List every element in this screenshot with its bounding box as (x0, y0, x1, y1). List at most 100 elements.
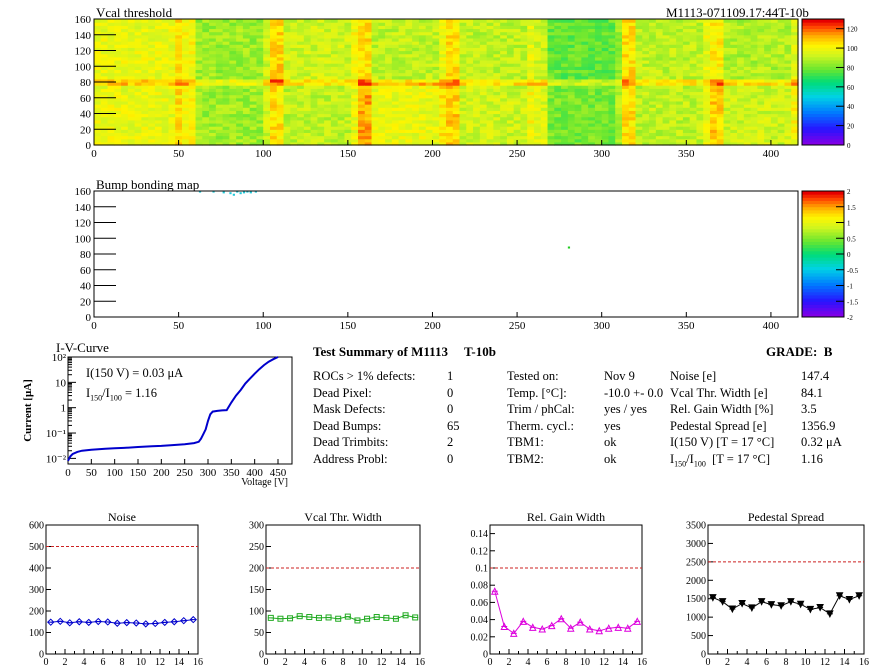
heatmap-cell (242, 31, 251, 36)
heatmap-cell (628, 91, 637, 96)
heatmap-cell (520, 97, 528, 102)
heatmap-cell (134, 104, 142, 108)
heatmap-cell (710, 66, 718, 70)
heatmap-cell (351, 129, 359, 133)
heatmap-cell (175, 82, 183, 86)
heatmap-cell (534, 110, 542, 115)
heatmap-cell (743, 126, 752, 130)
heatmap-cell (236, 138, 244, 143)
heatmap-cell (330, 28, 339, 33)
data-point (383, 614, 390, 621)
heatmap-cell (527, 34, 535, 39)
heatmap-cell (682, 78, 691, 83)
heatmap-cell (452, 66, 461, 70)
heatmap-cell (114, 34, 122, 39)
heatmap-cell (622, 63, 630, 67)
heatmap-cell (358, 88, 366, 93)
heatmap-cell (493, 126, 501, 130)
heatmap-cell (283, 69, 291, 74)
summary-value: ok (604, 451, 617, 466)
heatmap-cell (561, 97, 569, 102)
heatmap-cell (750, 44, 758, 48)
heatmap-cell (276, 132, 285, 137)
heatmap-cell (682, 56, 691, 61)
heatmap-cell (330, 94, 339, 99)
heatmap-cell (270, 59, 278, 64)
heatmap-cell (236, 135, 244, 140)
heatmap-cell (547, 69, 555, 74)
heatmap-cell (290, 116, 298, 121)
heatmap-cell (378, 141, 386, 146)
heatmap-cell (242, 113, 251, 118)
heatmap-cell (405, 37, 413, 42)
heatmap-cell (270, 97, 278, 102)
heatmap-cell (344, 91, 352, 96)
heatmap-cell (337, 126, 346, 130)
heatmap-cell (303, 63, 312, 67)
data-point (402, 612, 409, 619)
heatmap-cell (297, 44, 305, 48)
heatmap-cell (358, 85, 366, 89)
heatmap-cell (547, 47, 555, 52)
heatmap-cell (682, 28, 691, 33)
heatmap-cell (716, 113, 725, 118)
heatmap-cell (270, 82, 278, 86)
heatmap-cell (791, 129, 799, 133)
heatmap-cell (723, 50, 731, 55)
heatmap-cell (364, 82, 373, 86)
heatmap-cell (94, 69, 102, 74)
heatmap-cell (344, 47, 352, 52)
heatmap-cell (317, 141, 325, 146)
heatmap-cell (777, 44, 786, 48)
heatmap-cell (270, 37, 278, 42)
heatmap-cell (743, 59, 752, 64)
heatmap-cell (330, 91, 339, 96)
heatmap-cell (716, 97, 725, 102)
heatmap-cell (330, 129, 339, 133)
heatmap-cell (743, 44, 752, 48)
heatmap-cell (290, 19, 298, 23)
heatmap-cell (141, 34, 149, 39)
heatmap-cell (94, 56, 102, 61)
heatmap-cell (344, 135, 352, 140)
heatmap-cell (791, 122, 799, 127)
heatmap-cell (182, 34, 190, 39)
heatmap-cell (513, 78, 522, 83)
heatmap-cell (622, 141, 630, 146)
heatmap-cell (94, 41, 102, 45)
heatmap-cell (276, 135, 285, 140)
heatmap-cell (114, 69, 122, 74)
colorbar-cell (802, 307, 844, 312)
heatmap-cell (669, 63, 677, 67)
heatmap-cell (297, 107, 305, 111)
heatmap-cell (764, 25, 772, 30)
heatmap-cell (215, 138, 224, 143)
heatmap-cell (534, 78, 542, 83)
heatmap-cell (459, 25, 467, 30)
heatmap-cell (202, 56, 210, 61)
heatmap-cell (209, 126, 217, 130)
heatmap-cell (303, 138, 312, 143)
heatmap-cell (425, 122, 434, 127)
heatmap-cell (263, 78, 271, 83)
heatmap-cell (425, 116, 434, 121)
heatmap-cell (121, 31, 129, 36)
heatmap-cell (412, 19, 420, 23)
heatmap-cell (385, 75, 393, 80)
heatmap-cell (215, 141, 224, 146)
heatmap-cell (777, 113, 786, 118)
heatmap-cell (703, 37, 711, 42)
heatmap-cell (601, 135, 610, 140)
heatmap-cell (94, 28, 102, 33)
heatmap-cell (506, 56, 515, 61)
heatmap-cell (676, 91, 684, 96)
colorbar-tick-label: 0.5 (847, 235, 856, 243)
heatmap-cell (202, 97, 210, 102)
heatmap-cell (622, 85, 630, 89)
heatmap-cell (791, 19, 799, 23)
heatmap-cell (222, 107, 230, 111)
heatmap-cell (588, 132, 596, 137)
heatmap-cell (114, 66, 122, 70)
heatmap-cell (750, 47, 758, 52)
heatmap-cell (588, 116, 596, 121)
